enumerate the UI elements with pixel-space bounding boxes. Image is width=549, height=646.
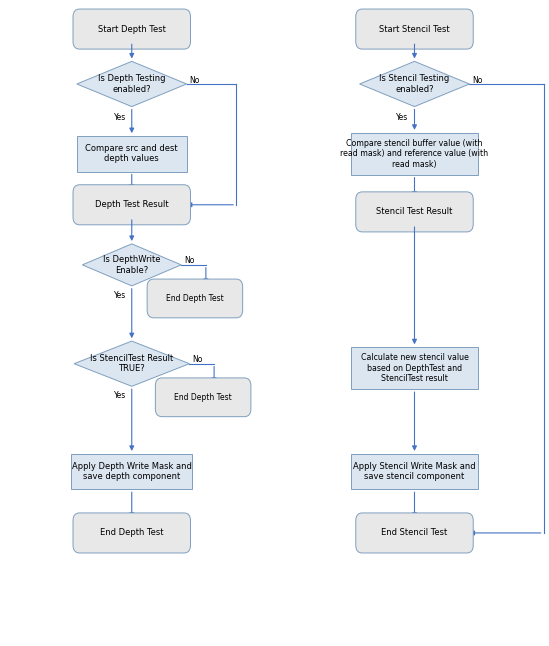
Polygon shape: [360, 61, 469, 107]
Polygon shape: [82, 244, 181, 286]
FancyBboxPatch shape: [356, 513, 473, 553]
FancyBboxPatch shape: [147, 279, 243, 318]
FancyBboxPatch shape: [351, 348, 478, 389]
FancyBboxPatch shape: [73, 9, 191, 49]
Text: Yes: Yes: [114, 291, 126, 300]
Text: No: No: [189, 76, 200, 85]
Text: Apply Depth Write Mask and
save depth component: Apply Depth Write Mask and save depth co…: [72, 462, 192, 481]
FancyBboxPatch shape: [71, 453, 192, 490]
Text: Is Stencil Testing
enabled?: Is Stencil Testing enabled?: [379, 74, 450, 94]
Text: Compare src and dest
depth values: Compare src and dest depth values: [86, 144, 178, 163]
Text: End Depth Test: End Depth Test: [166, 294, 224, 303]
Text: No: No: [472, 76, 483, 85]
Text: Start Stencil Test: Start Stencil Test: [379, 25, 450, 34]
FancyBboxPatch shape: [73, 513, 191, 553]
Text: Is Depth Testing
enabled?: Is Depth Testing enabled?: [98, 74, 165, 94]
Text: Compare stencil buffer value (with
read mask) and reference value (with
read mas: Compare stencil buffer value (with read …: [340, 139, 489, 169]
Text: Stencil Test Result: Stencil Test Result: [376, 207, 453, 216]
FancyBboxPatch shape: [77, 136, 187, 171]
Text: Calculate new stencil value
based on DepthTest and
StencilTest result: Calculate new stencil value based on Dep…: [361, 353, 468, 383]
Polygon shape: [77, 61, 187, 107]
FancyBboxPatch shape: [351, 453, 478, 490]
Text: No: No: [192, 355, 203, 364]
Text: No: No: [184, 256, 194, 266]
Text: Is DepthWrite
Enable?: Is DepthWrite Enable?: [103, 255, 160, 275]
Text: Yes: Yes: [114, 391, 126, 401]
Text: Is StencilTest Result
TRUE?: Is StencilTest Result TRUE?: [90, 354, 173, 373]
Text: End Depth Test: End Depth Test: [100, 528, 164, 537]
Text: Apply Stencil Write Mask and
save stencil component: Apply Stencil Write Mask and save stenci…: [353, 462, 476, 481]
Text: Start Depth Test: Start Depth Test: [98, 25, 166, 34]
Text: Yes: Yes: [114, 113, 126, 122]
FancyBboxPatch shape: [73, 185, 191, 225]
Polygon shape: [74, 341, 189, 386]
FancyBboxPatch shape: [356, 192, 473, 232]
Text: Yes: Yes: [396, 113, 408, 122]
Text: Depth Test Result: Depth Test Result: [95, 200, 169, 209]
Text: End Depth Test: End Depth Test: [174, 393, 232, 402]
Text: End Stencil Test: End Stencil Test: [382, 528, 447, 537]
FancyBboxPatch shape: [155, 378, 251, 417]
FancyBboxPatch shape: [356, 9, 473, 49]
FancyBboxPatch shape: [351, 133, 478, 174]
